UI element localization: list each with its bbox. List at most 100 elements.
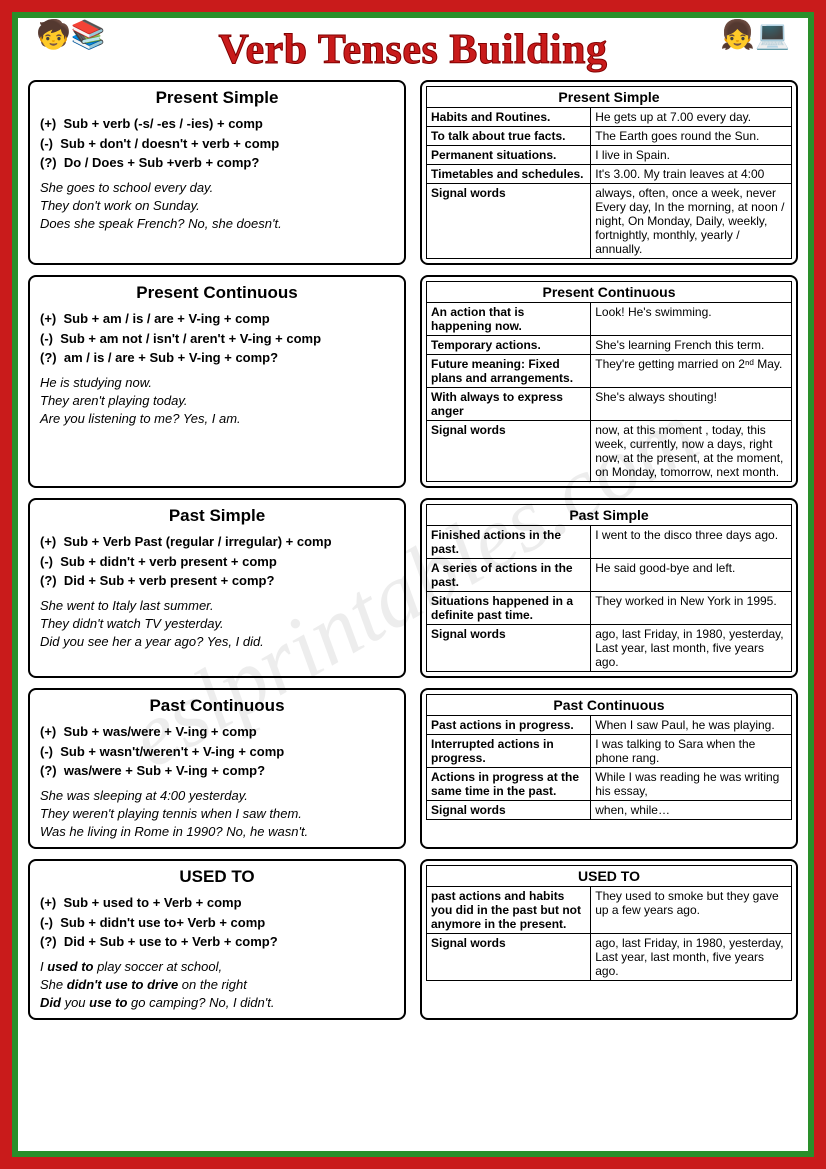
usage-example: ago, last Friday, in 1980, yesterday, La… (591, 934, 792, 981)
card-title: Present Simple (40, 88, 394, 108)
formula-card: USED TO (+) Sub + used to + Verb + comp(-… (28, 859, 406, 1020)
example-line: She was sleeping at 4:00 yesterday. (40, 787, 394, 805)
usage-label: Interrupted actions in progress. (427, 735, 591, 768)
usage-label: A series of actions in the past. (427, 559, 591, 592)
usage-label: past actions and habits you did in the p… (427, 887, 591, 934)
formula-line: (+) Sub + was/were + V-ing + comp (40, 722, 394, 742)
usage-example: When I saw Paul, he was playing. (591, 716, 792, 735)
example-block: She went to Italy last summer.They didn'… (40, 597, 394, 652)
usage-example: He gets up at 7.00 every day. (591, 108, 792, 127)
example-line: Did you use to go camping? No, I didn't. (40, 994, 394, 1012)
table-row: Actions in progress at the same time in … (427, 768, 792, 801)
content-grid: Present Simple (+) Sub + verb (-s/ -es / … (28, 80, 798, 1020)
usage-label: Actions in progress at the same time in … (427, 768, 591, 801)
table-row: Signal wordsalways, often, once a week, … (427, 184, 792, 259)
table-row: Signal wordswhen, while… (427, 801, 792, 820)
usage-card: Present SimpleHabits and Routines.He get… (420, 80, 798, 265)
usage-label: Past actions in progress. (427, 716, 591, 735)
usage-label: Signal words (427, 421, 591, 482)
card-title: Past Simple (40, 506, 394, 526)
usage-table: Past ContinuousPast actions in progress.… (426, 694, 792, 820)
formula-line: (+) Sub + verb (-s/ -es / -ies) + comp (40, 114, 394, 134)
usage-example: I went to the disco three days ago. (591, 526, 792, 559)
usage-example: The Earth goes round the Sun. (591, 127, 792, 146)
usage-example: I live in Spain. (591, 146, 792, 165)
example-block: She was sleeping at 4:00 yesterday.They … (40, 787, 394, 842)
table-row: Signal wordsago, last Friday, in 1980, y… (427, 625, 792, 672)
example-block: He is studying now.They aren't playing t… (40, 374, 394, 429)
usage-example: now, at this moment , today, this week, … (591, 421, 792, 482)
worksheet-page: 🧒📚 👧💻 eslprintables.com Verb Tenses Buil… (18, 18, 808, 1151)
page-title: Verb Tenses Building (28, 26, 798, 74)
usage-title: USED TO (427, 866, 792, 887)
example-line: They don't work on Sunday. (40, 197, 394, 215)
usage-card: USED TOpast actions and habits you did i… (420, 859, 798, 1020)
usage-card: Past SimpleFinished actions in the past.… (420, 498, 798, 678)
example-line: They didn't watch TV yesterday. (40, 615, 394, 633)
example-block: I used to play soccer at school,She didn… (40, 958, 394, 1013)
table-row: Past actions in progress.When I saw Paul… (427, 716, 792, 735)
table-row: Temporary actions.She's learning French … (427, 336, 792, 355)
formula-line: (+) Sub + used to + Verb + comp (40, 893, 394, 913)
usage-example: always, often, once a week, never Every … (591, 184, 792, 259)
usage-label: Signal words (427, 801, 591, 820)
formula-line: (-) Sub + don't / doesn't + verb + comp (40, 134, 394, 154)
usage-card: Past ContinuousPast actions in progress.… (420, 688, 798, 849)
usage-example: I was talking to Sara when the phone ran… (591, 735, 792, 768)
usage-label: Permanent situations. (427, 146, 591, 165)
usage-example: ago, last Friday, in 1980, yesterday, La… (591, 625, 792, 672)
table-row: Permanent situations.I live in Spain. (427, 146, 792, 165)
table-row: Situations happened in a definite past t… (427, 592, 792, 625)
usage-label: Finished actions in the past. (427, 526, 591, 559)
usage-table: Present ContinuousAn action that is happ… (426, 281, 792, 482)
usage-example: While I was reading he was writing his e… (591, 768, 792, 801)
example-line: She went to Italy last summer. (40, 597, 394, 615)
usage-table: Past SimpleFinished actions in the past.… (426, 504, 792, 672)
usage-table: USED TOpast actions and habits you did i… (426, 865, 792, 981)
example-line: She didn't use to drive on the right (40, 976, 394, 994)
usage-label: An action that is happening now. (427, 303, 591, 336)
table-row: Future meaning: Fixed plans and arrangem… (427, 355, 792, 388)
table-row: Signal wordsnow, at this moment , today,… (427, 421, 792, 482)
usage-title: Past Simple (427, 505, 792, 526)
formula-line: (-) Sub + wasn't/weren't + V-ing + comp (40, 742, 394, 762)
usage-card: Present ContinuousAn action that is happ… (420, 275, 798, 488)
formula-card: Past Simple(+) Sub + Verb Past (regular … (28, 498, 406, 678)
formula-card: Present Simple (+) Sub + verb (-s/ -es / … (28, 80, 406, 265)
example-line: They aren't playing today. (40, 392, 394, 410)
usage-label: To talk about true facts. (427, 127, 591, 146)
example-line: She goes to school every day. (40, 179, 394, 197)
usage-example: when, while… (591, 801, 792, 820)
usage-label: Temporary actions. (427, 336, 591, 355)
usage-example: He said good-bye and left. (591, 559, 792, 592)
usage-example: They're getting married on 2ⁿᵈ May. (591, 355, 792, 388)
usage-table: Present SimpleHabits and Routines.He get… (426, 86, 792, 259)
usage-example: She's learning French this term. (591, 336, 792, 355)
table-row: A series of actions in the past.He said … (427, 559, 792, 592)
table-row: Signal wordsago, last Friday, in 1980, y… (427, 934, 792, 981)
formula-line: (?) Did + Sub + use to + Verb + comp? (40, 932, 394, 952)
table-row: To talk about true facts.The Earth goes … (427, 127, 792, 146)
usage-example: It's 3.00. My train leaves at 4:00 (591, 165, 792, 184)
formula-line: (?) Did + Sub + verb present + comp? (40, 571, 394, 591)
formula-card: Past Continuous (+) Sub + was/were + V-in… (28, 688, 406, 849)
usage-label: With always to express anger (427, 388, 591, 421)
table-row: Timetables and schedules.It's 3.00. My t… (427, 165, 792, 184)
formula-line: (-) Sub + didn't use to+ Verb + comp (40, 913, 394, 933)
example-line: They weren't playing tennis when I saw t… (40, 805, 394, 823)
example-line: Was he living in Rome in 1990? No, he wa… (40, 823, 394, 841)
usage-example: She's always shouting! (591, 388, 792, 421)
usage-label: Timetables and schedules. (427, 165, 591, 184)
decoration-top-left: 🧒📚 (36, 18, 106, 51)
table-row: An action that is happening now.Look! He… (427, 303, 792, 336)
formula-line: (?) am / is / are + Sub + V-ing + comp? (40, 348, 394, 368)
card-title: Past Continuous (40, 696, 394, 716)
table-row: With always to express angerShe's always… (427, 388, 792, 421)
usage-title: Past Continuous (427, 695, 792, 716)
decoration-top-right: 👧💻 (720, 18, 790, 51)
example-line: He is studying now. (40, 374, 394, 392)
card-title: USED TO (40, 867, 394, 887)
usage-title: Present Simple (427, 87, 792, 108)
formula-line: (?) Do / Does + Sub +verb + comp? (40, 153, 394, 173)
formula-line: (+) Sub + am / is / are + V-ing + comp (40, 309, 394, 329)
